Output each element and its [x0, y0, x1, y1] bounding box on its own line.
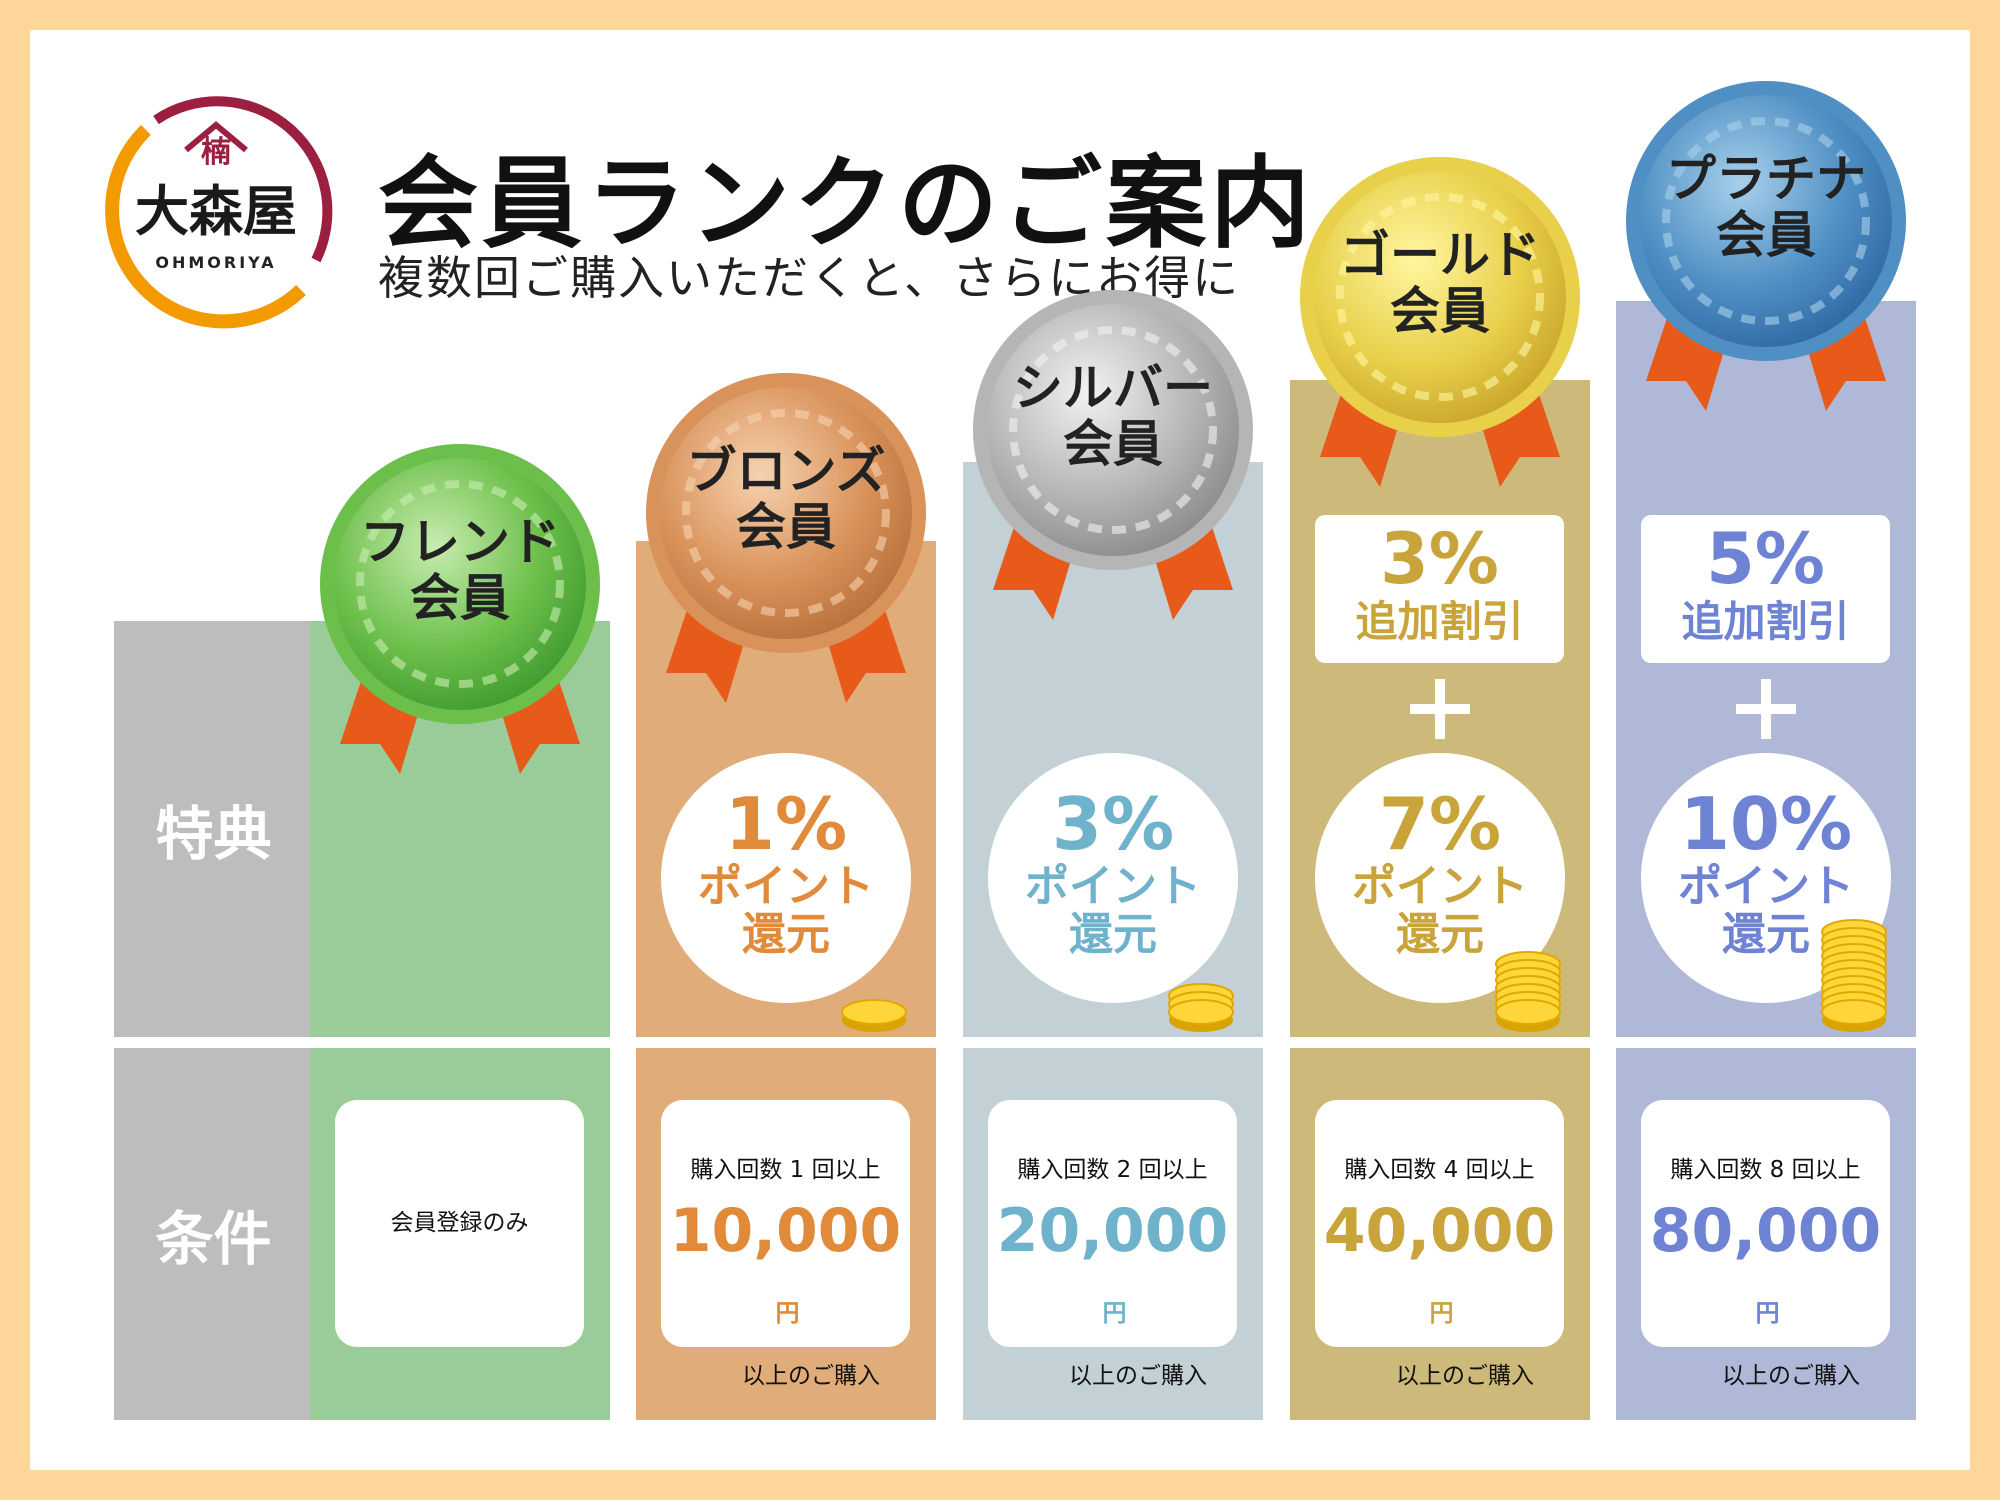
benefit-label: 特典 — [114, 621, 313, 1037]
rank-name: シルバー — [1013, 359, 1213, 417]
point-label: ポイント — [1025, 861, 1201, 912]
rank-suffix: 会員 — [1716, 206, 1816, 264]
purchase-count: 購入回数 4 回以上 — [1344, 1157, 1535, 1183]
coin-stack-icon — [1495, 951, 1561, 1032]
rank-name: プラチナ — [1666, 150, 1866, 208]
ohmoriya-logo: 楠 大森屋 OHMORIYA — [105, 96, 333, 329]
purchase-count: 購入回数 2 回以上 — [1017, 1157, 1208, 1183]
coin-stack-icon — [1168, 983, 1234, 1032]
page-title: 会員ランクのご案内 — [378, 145, 1314, 262]
point-return-label: 還元 — [1396, 909, 1484, 960]
rank-column: 3% 追加割引 7% ポイント 還元 — [1290, 380, 1590, 1037]
point-label: ポイント — [698, 861, 874, 912]
condition-box: 会員登録のみ — [335, 1100, 584, 1347]
yen: 円 — [1755, 1299, 1780, 1327]
purchase-count: 購入回数 8 回以上 — [1670, 1157, 1861, 1183]
point-label: ポイント — [1678, 861, 1854, 912]
condition-suffix: 以上のご購入 — [1069, 1363, 1207, 1389]
condition-column: 会員登録のみ — [310, 1048, 610, 1420]
condition-suffix: 以上のご購入 — [1396, 1363, 1534, 1389]
medal-icon — [973, 290, 1253, 620]
rank-medal: ゴールド 会員 — [1300, 157, 1600, 497]
coin-stack-icon — [1821, 919, 1887, 1032]
point-label: ポイント — [1352, 861, 1528, 912]
plus-icon — [1736, 679, 1796, 739]
condition-suffix: 以上のご購入 — [742, 1363, 880, 1389]
condition-label: 条件 — [114, 1048, 313, 1420]
discount-percent: 3% — [1380, 518, 1499, 600]
medal-icon — [1300, 157, 1580, 487]
yen: 円 — [775, 1299, 800, 1327]
rank-name: ブロンズ — [686, 442, 886, 500]
point-return-label: 還元 — [1722, 909, 1810, 960]
condition-box: 購入回数 1 回以上 10,000 円以上のご購入 — [661, 1100, 910, 1389]
rank-suffix: 会員 — [1390, 282, 1490, 340]
medal-icon — [646, 373, 926, 703]
discount-percent: 5% — [1706, 518, 1825, 600]
rank-medal: シルバー 会員 — [973, 290, 1273, 630]
rank-name: フレンド — [360, 513, 560, 571]
point-percent: 3% — [1051, 782, 1175, 866]
condition-column: 購入回数 8 回以上 80,000 円以上のご購入 — [1616, 1048, 1916, 1420]
amount: 10,000 — [669, 1196, 902, 1266]
logo-romaji: OHMORIYA — [155, 253, 276, 272]
point-return-label: 還元 — [1069, 909, 1157, 960]
rank-suffix: 会員 — [410, 569, 510, 627]
amount: 40,000 — [1323, 1196, 1556, 1266]
discount-box: 5% 追加割引 — [1641, 515, 1890, 663]
plus-icon — [1410, 679, 1470, 739]
logo-mark: 楠 — [201, 135, 231, 170]
yen: 円 — [1102, 1299, 1127, 1327]
logo-name: 大森屋 — [135, 179, 297, 243]
rank-medal: フレンド 会員 — [320, 444, 620, 784]
membership-rank-guide: 楠 大森屋 OHMORIYA 会員ランクのご案内 複数回ご購入いただくと、さらに… — [30, 30, 1970, 1470]
rank-suffix: 会員 — [1063, 415, 1163, 473]
amount: 20,000 — [996, 1196, 1229, 1266]
rank-medal: ブロンズ 会員 — [646, 373, 946, 713]
condition-box: 購入回数 4 回以上 40,000 円以上のご購入 — [1315, 1100, 1564, 1389]
condition-column: 購入回数 4 回以上 40,000 円以上のご購入 — [1290, 1048, 1590, 1420]
discount-box: 3% 追加割引 — [1315, 515, 1564, 663]
point-return-label: 還元 — [742, 909, 830, 960]
condition-box: 購入回数 2 回以上 20,000 円以上のご購入 — [988, 1100, 1237, 1389]
point-circle: 10% ポイント 還元 — [1641, 753, 1891, 1003]
medal-icon — [320, 444, 600, 774]
rank-suffix: 会員 — [736, 498, 836, 556]
medal-icon — [1626, 81, 1906, 411]
condition-column: 購入回数 2 回以上 20,000 円以上のご購入 — [963, 1048, 1263, 1420]
coin-stack-icon — [841, 999, 907, 1032]
point-percent: 1% — [724, 782, 848, 866]
rank-medal: プラチナ 会員 — [1626, 81, 1926, 421]
condition-box: 購入回数 8 回以上 80,000 円以上のご購入 — [1641, 1100, 1890, 1389]
discount-label: 追加割引 — [1355, 597, 1524, 646]
point-circle: 1% ポイント 還元 — [661, 753, 911, 1003]
rank-column: 5% 追加割引 10% ポイント 還元 — [1616, 301, 1916, 1037]
point-percent: 10% — [1679, 782, 1853, 866]
rank-name: ゴールド — [1340, 226, 1540, 284]
point-percent: 7% — [1378, 782, 1502, 866]
amount: 80,000 — [1649, 1196, 1882, 1266]
yen: 円 — [1429, 1299, 1454, 1327]
purchase-count: 購入回数 1 回以上 — [690, 1157, 881, 1183]
point-circle: 3% ポイント 還元 — [988, 753, 1238, 1003]
condition-suffix: 以上のご購入 — [1722, 1363, 1860, 1389]
discount-label: 追加割引 — [1681, 597, 1850, 646]
condition-column: 購入回数 1 回以上 10,000 円以上のご購入 — [636, 1048, 936, 1420]
condition-text: 会員登録のみ — [390, 1210, 529, 1236]
